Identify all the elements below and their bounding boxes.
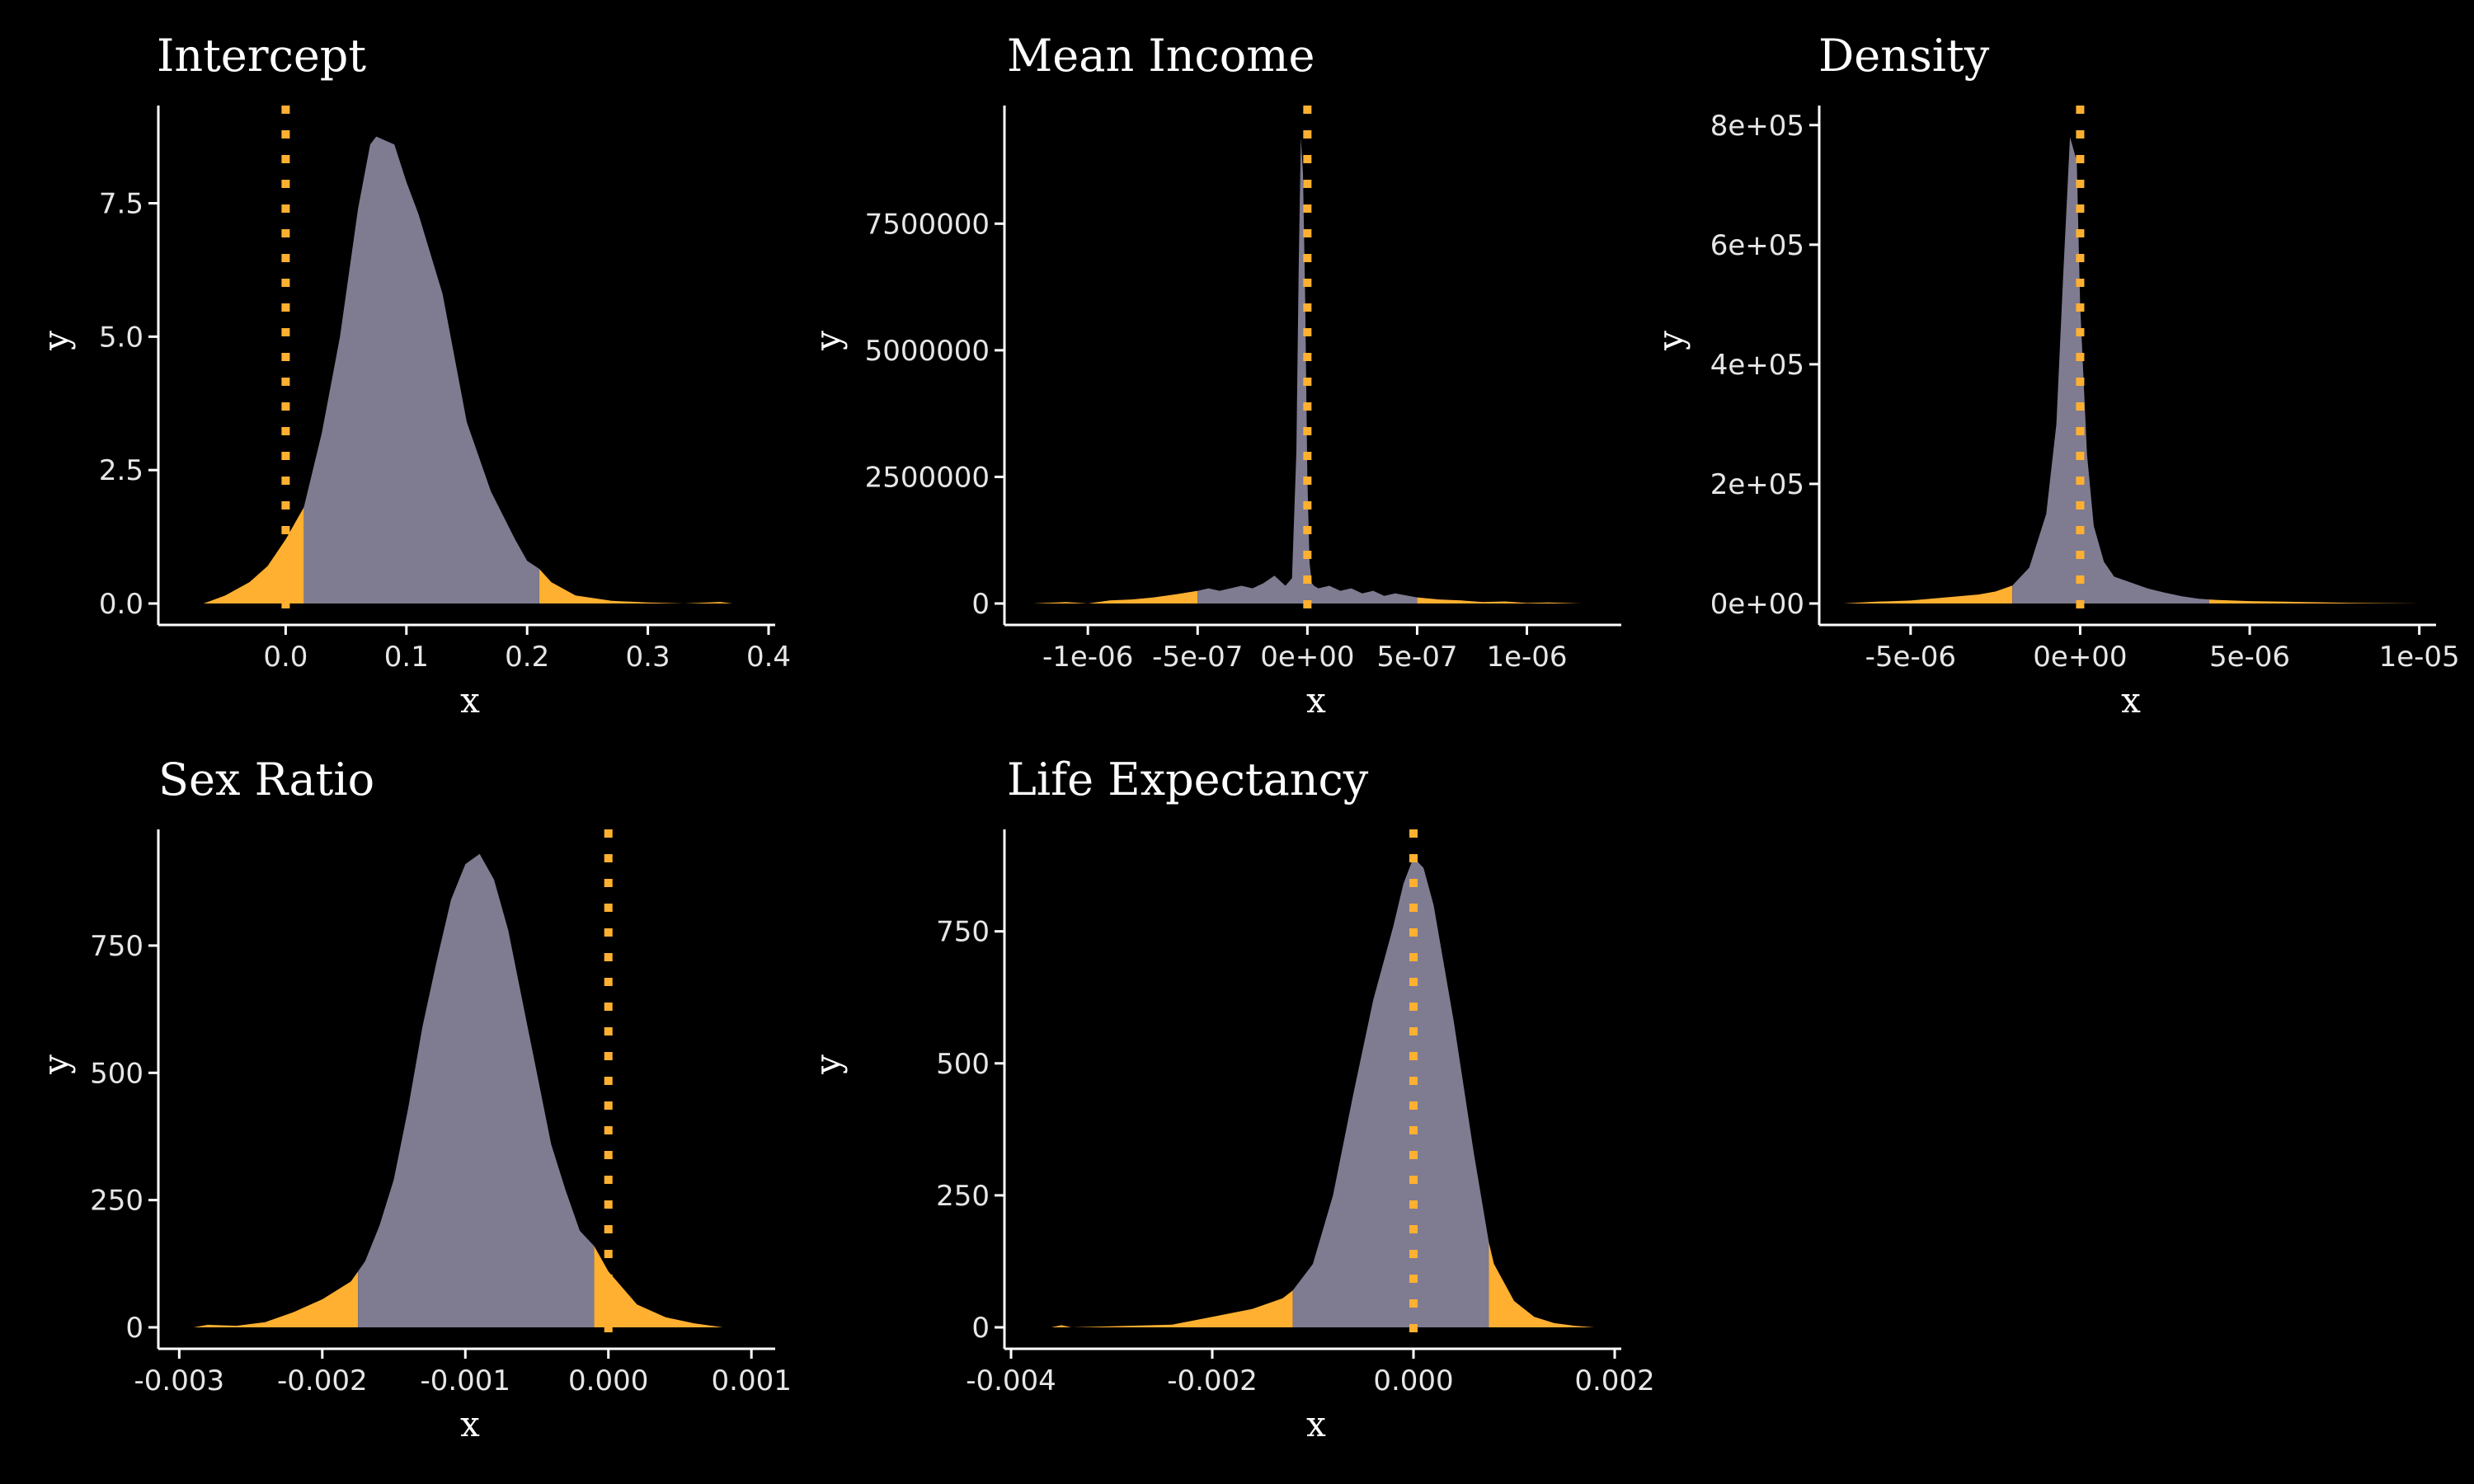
y-tick-label: 2500000 <box>865 461 990 494</box>
panel-title: Sex Ratio <box>158 754 374 805</box>
x-tick-label: 0.000 <box>1373 1364 1453 1397</box>
x-tick-label: 0.000 <box>568 1364 648 1397</box>
left-tail-area <box>1842 585 2013 603</box>
x-tick-label: 1e-05 <box>2379 641 2460 674</box>
x-tick-label: 0.1 <box>384 641 429 674</box>
right-tail-area <box>1489 1242 1595 1327</box>
y-tick-label: 250 <box>936 1180 990 1213</box>
left-tail-area <box>1032 590 1198 603</box>
x-tick-label: -1e-06 <box>1042 641 1133 674</box>
x-axis-label: x <box>460 680 480 721</box>
x-axis-label: x <box>460 1404 480 1444</box>
y-tick-label: 2e+05 <box>1710 468 1804 501</box>
x-tick-label: 0e+00 <box>2033 641 2127 674</box>
y-tick-label: 4e+05 <box>1710 349 1804 382</box>
right-tail-area <box>594 1246 723 1327</box>
x-tick-label: -0.001 <box>420 1364 510 1397</box>
x-tick-label: -5e-07 <box>1152 641 1243 674</box>
x-tick-label: 5e-06 <box>2209 641 2290 674</box>
panel-title: Life Expectancy <box>1007 754 1369 805</box>
left-tail-area <box>1051 1290 1293 1327</box>
right-tail-area <box>539 568 733 603</box>
y-tick-label: 250 <box>90 1185 143 1218</box>
x-tick-label: 5e-07 <box>1376 641 1457 674</box>
y-tick-label: 0 <box>971 588 990 621</box>
y-tick-label: 6e+05 <box>1710 229 1804 262</box>
facet-panel-2: -5e-06 0e+00 5e-06 1e-05 0e+00 2e+05 4e+05 6e+0… <box>1650 30 2460 721</box>
facet-panel-1: -1e-06 -5e-07 0e+00 5e-07 1e-06 0 2500000 50000… <box>807 30 1621 721</box>
y-axis-label: y <box>35 1054 76 1075</box>
facet-panel-3: -0.003 -0.002 -0.001 0.000 0.001 0 250 500 750 x y… <box>35 754 792 1444</box>
y-tick-label: 7500000 <box>865 208 990 241</box>
x-tick-label: 0.4 <box>746 641 791 674</box>
y-axis-label: y <box>807 1054 848 1075</box>
x-tick-label: 1e-06 <box>1486 641 1567 674</box>
density-body-area <box>1197 137 1418 603</box>
x-tick-label: 0.2 <box>505 641 549 674</box>
y-axis-label: y <box>1650 331 1691 351</box>
facet-panel-4: -0.004 -0.002 0.000 0.002 0 250 500 750 x y Life E… <box>807 754 1655 1444</box>
y-tick-label: 500 <box>90 1057 143 1090</box>
right-tail-area <box>1417 597 1583 603</box>
x-tick-label: -0.004 <box>966 1364 1056 1397</box>
x-tick-label: -0.002 <box>277 1364 368 1397</box>
y-axis-label: y <box>807 331 848 351</box>
y-tick-label: 750 <box>936 916 990 949</box>
x-axis-label: x <box>1306 1404 1326 1444</box>
panel-title: Density <box>1818 30 1990 82</box>
facet-panel-0: 0.0 0.1 0.2 0.3 0.4 0.0 2.5 5.0 7.5 x y Intercept <box>35 30 791 721</box>
y-tick-label: 2.5 <box>99 454 143 487</box>
x-tick-label: -0.003 <box>134 1364 225 1397</box>
x-tick-label: 0.0 <box>263 641 308 674</box>
x-axis-label: x <box>1306 680 1326 721</box>
y-axis-label: y <box>35 331 76 351</box>
density-body-area <box>358 853 595 1327</box>
x-axis-label: x <box>2121 680 2141 721</box>
right-tail-area <box>2208 599 2420 603</box>
density-body-area <box>1292 857 1489 1327</box>
x-tick-label: 0e+00 <box>1260 641 1354 674</box>
panel-title: Mean Income <box>1007 30 1315 82</box>
y-tick-label: 750 <box>90 930 143 963</box>
y-tick-label: 8e+05 <box>1710 110 1804 143</box>
y-tick-label: 0 <box>125 1312 143 1345</box>
panel-title: Intercept <box>157 30 366 82</box>
y-tick-label: 5.0 <box>99 321 143 354</box>
left-tail-area <box>193 1271 359 1327</box>
x-tick-label: 0.002 <box>1574 1364 1654 1397</box>
y-tick-label: 5000000 <box>865 335 990 368</box>
x-tick-label: -0.002 <box>1167 1364 1258 1397</box>
x-tick-label: 0.3 <box>626 641 670 674</box>
y-tick-label: 7.5 <box>99 188 143 221</box>
density-body-area <box>303 136 539 604</box>
x-tick-label: -5e-06 <box>1865 641 1956 674</box>
y-tick-label: 0.0 <box>99 588 143 621</box>
y-tick-label: 0e+00 <box>1710 588 1804 621</box>
y-tick-label: 0 <box>971 1312 990 1345</box>
left-tail-area <box>203 507 304 603</box>
x-tick-label: 0.001 <box>712 1364 792 1397</box>
y-tick-label: 500 <box>936 1048 990 1081</box>
density-body-area <box>2012 137 2209 604</box>
